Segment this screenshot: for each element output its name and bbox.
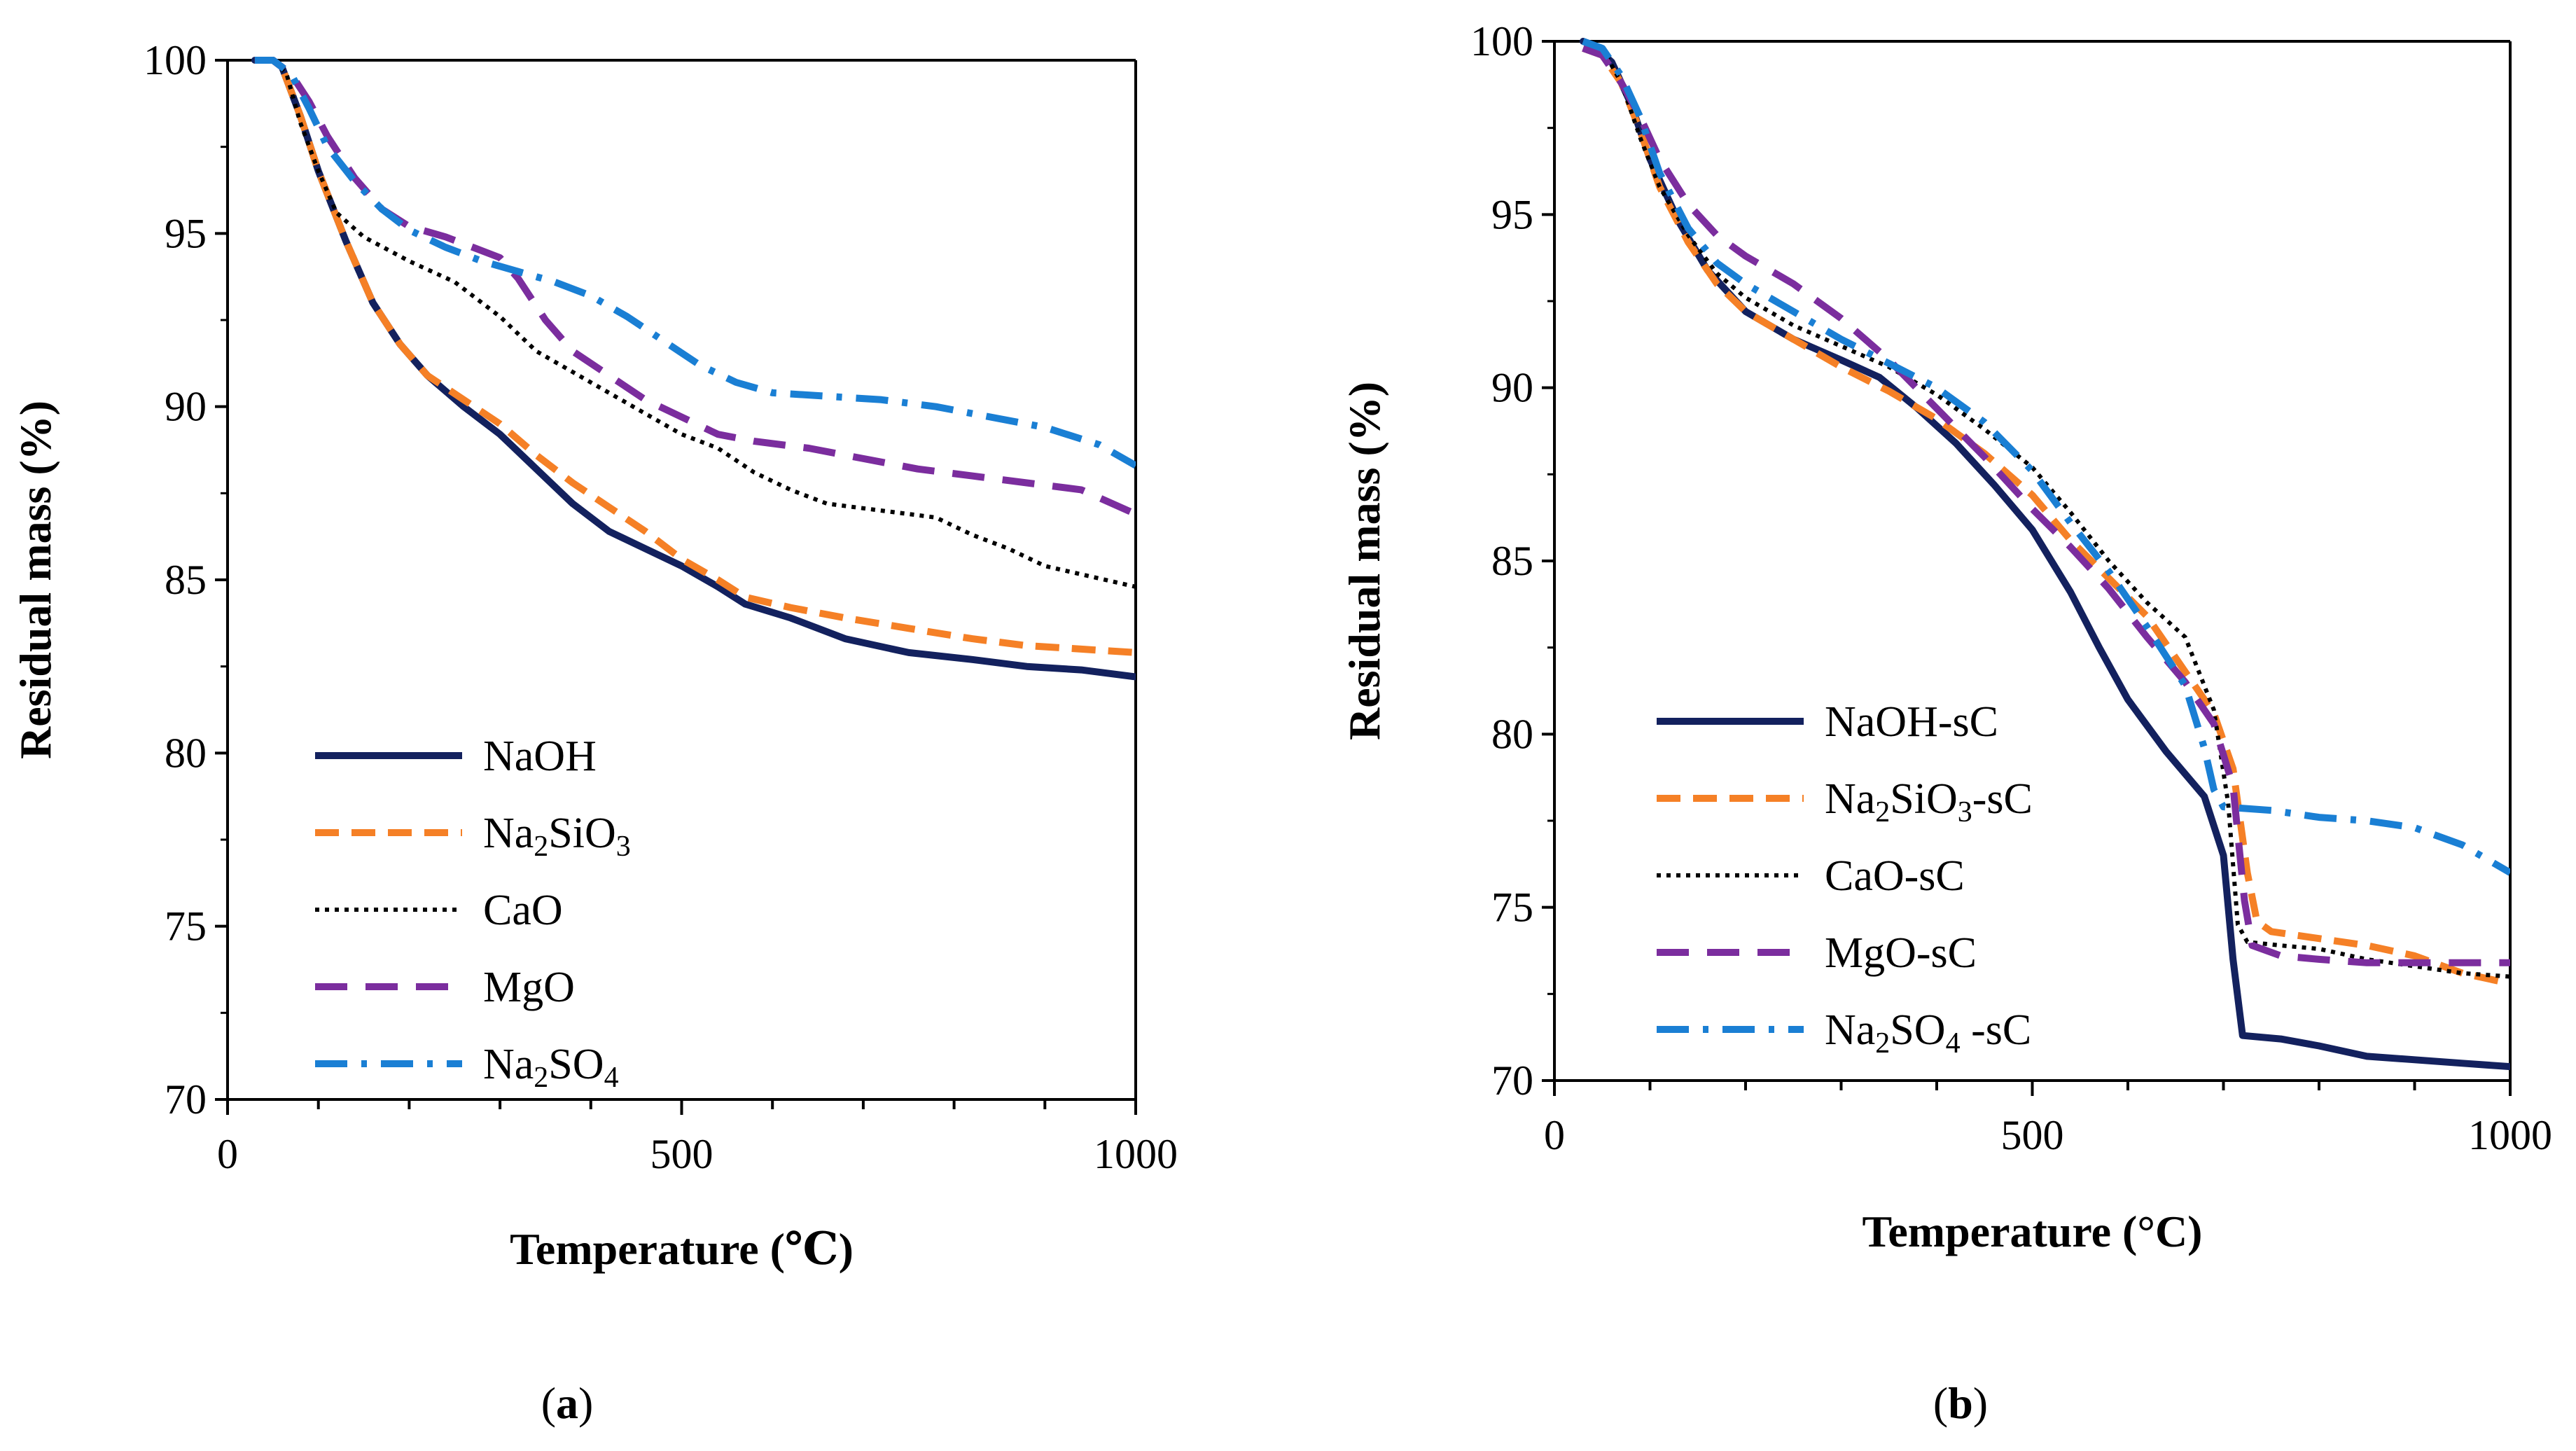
y-tick-label: 95 <box>165 210 207 256</box>
legend: NaOH-sC Na2SiO3-sC CaO-sC MgO-sC Na2SO4 -sC <box>1657 698 2033 1060</box>
y-tick-label: 90 <box>165 384 207 430</box>
series-line-na2so4 <box>254 57 1136 469</box>
series-line-naoh <box>251 57 1136 681</box>
x-tick-label: 500 <box>2001 1112 2064 1158</box>
plot-frame <box>1553 40 2512 1082</box>
series-line-cao-sc <box>1582 39 2510 979</box>
panel-label: (a) <box>541 1378 594 1428</box>
x-tick-label: 500 <box>650 1131 713 1177</box>
y-tick-label: 100 <box>1470 18 1533 64</box>
y-tick-label: 100 <box>144 37 207 83</box>
panel-label: (b) <box>1933 1378 1988 1428</box>
series-line-cao <box>254 58 1136 589</box>
y-tick-label: 70 <box>165 1076 207 1123</box>
y-tick-label: 90 <box>1491 365 1533 411</box>
series-line-na2so4-sc <box>1582 38 2510 876</box>
x-tick-label: 1000 <box>2468 1112 2552 1158</box>
legend-label: NaOH-sC <box>1825 698 1998 746</box>
y-axis-title: Residual mass (%) <box>11 401 60 759</box>
legend-label: Na2SiO3-sC <box>1825 775 2033 828</box>
series-group <box>251 57 1136 681</box>
x-tick-label: 0 <box>1544 1112 1565 1158</box>
y-tick-label: 75 <box>165 903 207 950</box>
y-tick-label: 75 <box>1491 884 1533 931</box>
legend-label: MgO <box>483 964 575 1011</box>
series-group <box>1579 38 2510 1071</box>
x-axis-title: Temperature (°C) <box>1863 1207 2203 1256</box>
legend-label: Na2SO4 <box>483 1041 619 1094</box>
x-axis-title: Temperature (℃) <box>510 1224 854 1274</box>
series-line-na2sio3-sc <box>1582 45 2510 987</box>
series-line-na2sio3 <box>254 57 1136 656</box>
x-tick-label: 1000 <box>1094 1131 1178 1177</box>
y-tick-label: 80 <box>165 730 207 776</box>
legend-label: CaO <box>483 887 563 934</box>
legend: NaOH Na2SiO3 CaO MgO Na2SO4 <box>315 733 631 1094</box>
legend-label: MgO-sC <box>1825 929 1977 977</box>
series-line-mgo <box>254 57 1136 518</box>
x-tick-label: 0 <box>217 1131 238 1177</box>
legend-label: NaOH <box>483 733 597 780</box>
y-tick-label: 85 <box>1491 538 1533 584</box>
legend-label: Na2SO4 -sC <box>1825 1006 2031 1060</box>
plot-frame <box>226 59 1137 1101</box>
legend-label: CaO-sC <box>1825 852 1965 900</box>
y-axis-title: Residual mass (%) <box>1339 382 1389 740</box>
y-tick-label: 70 <box>1491 1057 1533 1104</box>
y-tick-label: 95 <box>1491 191 1533 237</box>
y-tick-label: 85 <box>165 557 207 603</box>
series-line-naoh-sc <box>1579 38 2510 1071</box>
legend-label: Na2SiO3 <box>483 810 631 863</box>
y-tick-label: 80 <box>1491 711 1533 757</box>
series-line-mgo-sc <box>1582 45 2510 966</box>
